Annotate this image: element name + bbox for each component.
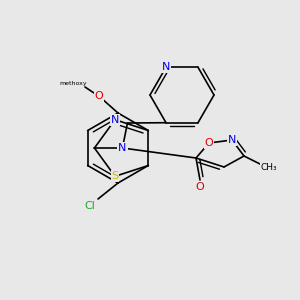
Text: N: N <box>118 143 127 153</box>
Text: N: N <box>228 135 236 145</box>
Text: O: O <box>205 138 213 148</box>
Text: N: N <box>111 115 119 125</box>
Text: CH₃: CH₃ <box>261 164 277 172</box>
Text: methoxy: methoxy <box>59 80 87 86</box>
Text: N: N <box>162 62 170 72</box>
Text: O: O <box>196 182 204 192</box>
Text: O: O <box>94 91 103 101</box>
Text: S: S <box>112 171 118 181</box>
Text: Cl: Cl <box>85 201 95 211</box>
